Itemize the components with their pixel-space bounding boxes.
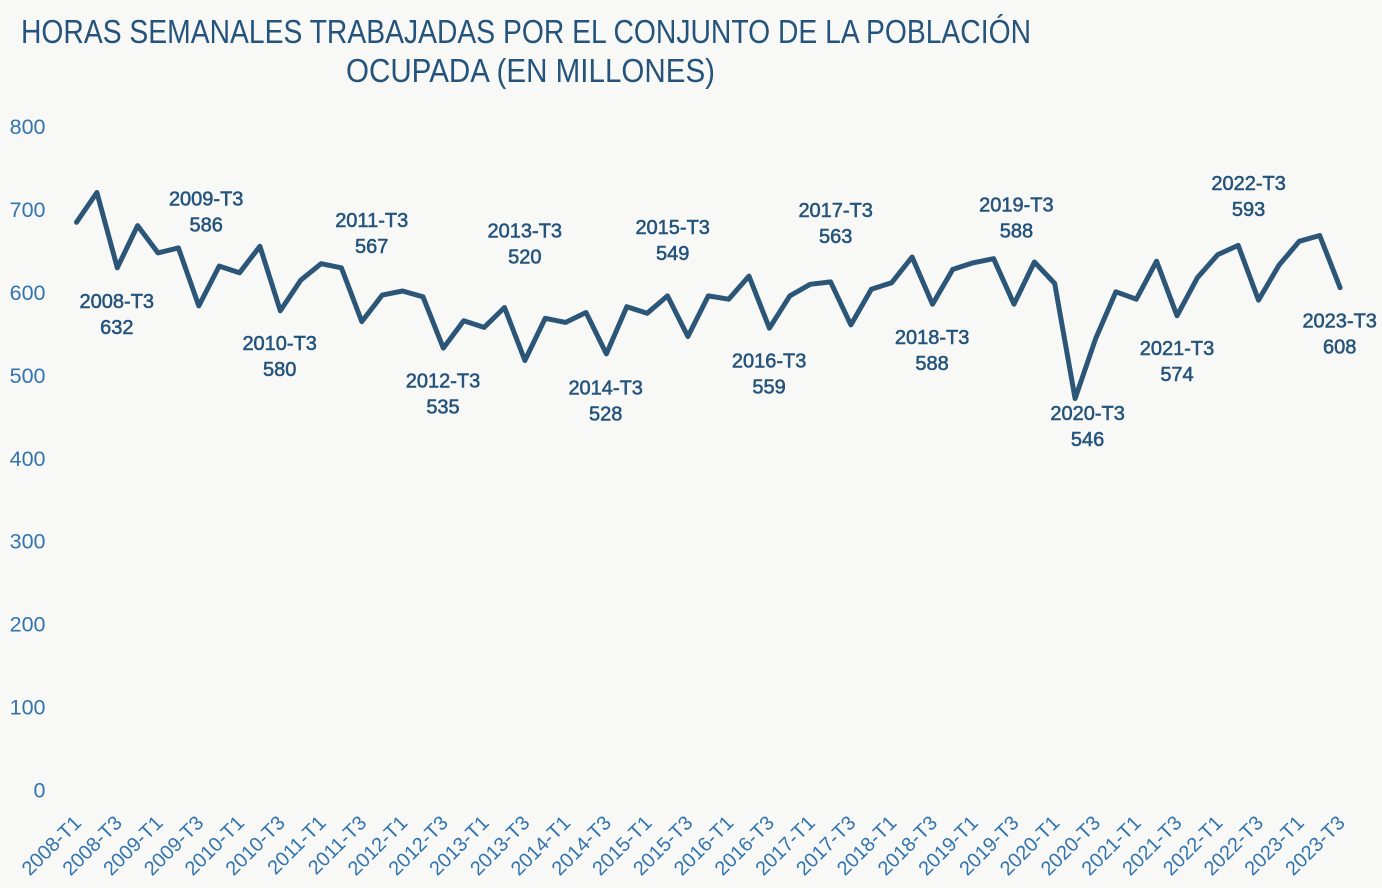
svg-text:400: 400 — [10, 447, 46, 471]
svg-text:549: 549 — [656, 243, 689, 265]
svg-text:535: 535 — [426, 397, 459, 419]
svg-text:2023-T3: 2023-T3 — [1302, 310, 1377, 332]
svg-text:HORAS SEMANALES TRABAJADAS POR: HORAS SEMANALES TRABAJADAS POR EL CONJUN… — [21, 13, 1031, 50]
svg-text:580: 580 — [263, 359, 296, 381]
svg-text:200: 200 — [10, 613, 46, 637]
svg-text:2017-T3: 2017-T3 — [798, 200, 873, 222]
svg-text:2009-T3: 2009-T3 — [169, 188, 244, 210]
svg-text:2016-T3: 2016-T3 — [732, 350, 807, 372]
svg-text:608: 608 — [1323, 336, 1356, 358]
svg-text:574: 574 — [1160, 364, 1193, 386]
svg-text:2018-T3: 2018-T3 — [895, 327, 970, 349]
svg-text:563: 563 — [819, 226, 852, 248]
svg-text:0: 0 — [34, 779, 46, 803]
svg-text:586: 586 — [190, 214, 223, 236]
svg-text:528: 528 — [589, 403, 622, 425]
svg-text:2014-T3: 2014-T3 — [568, 377, 643, 399]
svg-text:500: 500 — [10, 364, 46, 388]
svg-text:546: 546 — [1071, 429, 1104, 451]
svg-text:2011-T3: 2011-T3 — [335, 210, 408, 232]
svg-text:300: 300 — [10, 530, 46, 554]
svg-text:588: 588 — [915, 353, 948, 375]
svg-text:2015-T3: 2015-T3 — [635, 217, 710, 239]
svg-text:700: 700 — [10, 198, 46, 222]
svg-text:520: 520 — [508, 246, 541, 268]
svg-text:567: 567 — [355, 236, 388, 258]
svg-text:600: 600 — [10, 281, 46, 305]
svg-text:2010-T3: 2010-T3 — [242, 333, 317, 355]
svg-text:593: 593 — [1232, 199, 1265, 221]
svg-text:OCUPADA (EN MILLONES): OCUPADA (EN MILLONES) — [346, 52, 715, 89]
svg-text:559: 559 — [752, 376, 785, 398]
svg-text:800: 800 — [10, 115, 46, 139]
svg-text:2022-T3: 2022-T3 — [1211, 173, 1286, 195]
svg-text:2020-T3: 2020-T3 — [1050, 403, 1125, 425]
svg-text:2013-T3: 2013-T3 — [488, 220, 563, 242]
svg-text:2019-T3: 2019-T3 — [979, 195, 1054, 217]
svg-text:2021-T3: 2021-T3 — [1140, 338, 1215, 360]
svg-text:2008-T3: 2008-T3 — [80, 291, 155, 313]
svg-text:632: 632 — [100, 317, 133, 339]
svg-text:2012-T3: 2012-T3 — [406, 371, 481, 393]
svg-text:588: 588 — [1000, 221, 1033, 243]
svg-text:100: 100 — [10, 696, 46, 720]
